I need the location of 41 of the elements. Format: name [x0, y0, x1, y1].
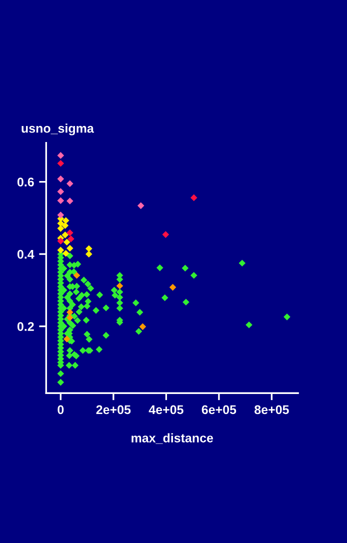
point — [190, 194, 198, 202]
point — [85, 245, 92, 252]
y-tick-label: 0.6 — [17, 178, 34, 186]
point — [162, 231, 170, 238]
x-tick-label: 0 — [58, 405, 64, 414]
point — [62, 222, 69, 229]
point — [66, 229, 74, 236]
x-tick-label: 4e+05 — [148, 405, 184, 414]
point — [62, 232, 69, 238]
y-axis-title: usno_sigma — [22, 124, 94, 136]
point — [139, 323, 146, 330]
point — [62, 250, 70, 257]
point — [63, 336, 70, 342]
point — [137, 202, 144, 210]
point — [68, 235, 74, 242]
point — [63, 238, 70, 246]
point — [57, 197, 64, 204]
x-tick-label: 6e+05 — [202, 405, 236, 414]
x-tick-label: 2e+05 — [96, 405, 131, 414]
point — [66, 180, 74, 188]
point — [66, 308, 74, 316]
point — [169, 284, 176, 291]
point — [85, 250, 92, 258]
point — [57, 246, 64, 254]
point — [57, 160, 64, 167]
point — [57, 176, 64, 182]
point — [66, 244, 74, 252]
point — [66, 314, 74, 322]
point — [73, 272, 80, 279]
x-axis-title: max_distance — [132, 433, 214, 444]
point — [57, 225, 64, 232]
x-tick-label: 8e+05 — [254, 405, 289, 414]
y-tick-label: 0.2 — [17, 322, 34, 331]
y-tick-label: 0.4 — [17, 250, 34, 259]
point — [116, 282, 124, 290]
point — [57, 188, 64, 195]
point — [66, 198, 74, 204]
point — [57, 152, 64, 159]
point — [57, 212, 64, 218]
point — [57, 238, 64, 244]
point — [62, 217, 70, 224]
